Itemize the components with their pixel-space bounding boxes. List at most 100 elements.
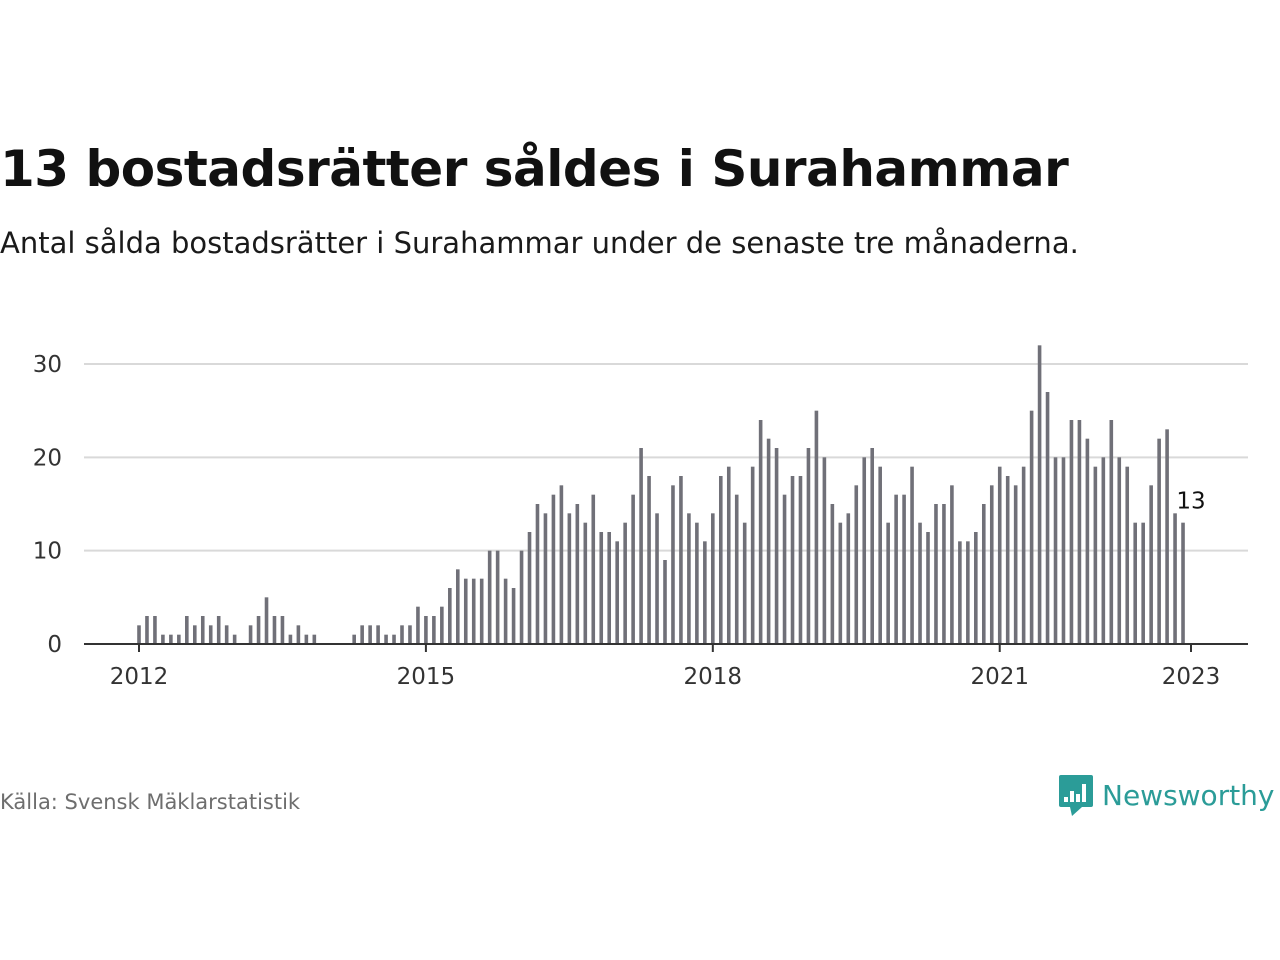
bar <box>216 616 221 644</box>
bar <box>966 541 970 644</box>
bar <box>424 616 428 644</box>
bar <box>1069 420 1074 644</box>
bar <box>806 448 811 644</box>
bar <box>288 634 293 644</box>
bar <box>958 541 962 644</box>
bar <box>463 578 468 644</box>
bar <box>1021 466 1026 644</box>
bar <box>703 541 707 644</box>
bar <box>623 522 627 644</box>
bar <box>192 625 197 644</box>
bar <box>878 466 882 644</box>
bar <box>535 504 540 644</box>
bar <box>479 578 484 644</box>
brand-logo[interactable]: Newsworthy <box>1058 772 1275 818</box>
bar <box>1005 476 1010 644</box>
bar <box>1141 522 1145 644</box>
bar <box>631 494 635 644</box>
bar <box>376 625 380 644</box>
bar <box>639 448 643 644</box>
bar <box>830 504 835 644</box>
bar <box>910 466 914 644</box>
bar <box>185 616 189 644</box>
bar <box>177 634 181 644</box>
bar <box>615 541 619 644</box>
bar <box>137 625 141 644</box>
y-tick-label: 20 <box>33 445 62 471</box>
bar <box>782 494 787 644</box>
bar <box>416 606 420 644</box>
bar <box>352 634 356 644</box>
bar <box>527 532 532 644</box>
bar <box>575 504 580 644</box>
bar <box>583 522 588 644</box>
bar <box>392 634 396 644</box>
bar <box>894 494 898 644</box>
bar <box>471 578 476 644</box>
bar <box>663 560 667 644</box>
bar <box>264 597 269 644</box>
bar <box>934 504 938 644</box>
bar <box>440 606 444 644</box>
bar <box>742 522 747 644</box>
bar <box>503 578 508 644</box>
bar <box>695 522 699 644</box>
bar <box>1109 420 1114 644</box>
bar <box>918 522 922 644</box>
bar <box>1085 438 1090 644</box>
bar <box>846 513 851 644</box>
bar <box>169 634 173 644</box>
bar <box>766 438 771 644</box>
bar <box>487 550 492 644</box>
bar <box>591 494 596 644</box>
bar <box>1053 457 1058 644</box>
bar <box>647 476 651 644</box>
bar <box>1173 513 1177 644</box>
bar <box>511 588 516 644</box>
bar <box>942 504 946 644</box>
bar <box>950 485 954 644</box>
bar <box>360 625 364 644</box>
bar <box>208 625 213 644</box>
highlight-value-label: 13 <box>1176 489 1205 515</box>
bar <box>1101 457 1106 644</box>
bar <box>384 634 388 644</box>
bar <box>256 616 261 644</box>
bar <box>750 466 755 644</box>
x-tick-label: 2023 <box>1162 664 1221 690</box>
source-note: Källa: Svensk Mäklarstatistik <box>0 790 301 814</box>
bar <box>886 522 890 644</box>
brand-name: Newsworthy <box>1102 778 1275 812</box>
bar <box>854 485 859 644</box>
bar <box>1165 429 1169 644</box>
x-axis: 0 10 20 30 2012 2015 2018 2021 2023 <box>33 352 1248 690</box>
bar <box>1181 522 1185 644</box>
bar <box>726 466 731 644</box>
chart-subtitle: Antal sålda bostadsrätter i Surahammar u… <box>0 226 1079 260</box>
bar <box>926 532 930 644</box>
bar <box>408 625 412 644</box>
x-tick-label: 2012 <box>110 664 169 690</box>
bar <box>495 550 500 644</box>
bar <box>567 513 572 644</box>
bar <box>1013 485 1018 644</box>
bar <box>679 476 683 644</box>
bar <box>862 457 867 644</box>
bar <box>1061 457 1066 644</box>
bar <box>798 476 803 644</box>
bar <box>224 625 229 644</box>
bar <box>758 420 763 644</box>
bar <box>153 616 157 644</box>
bar <box>432 616 436 644</box>
y-tick-label: 10 <box>33 539 62 565</box>
bar <box>989 485 994 644</box>
bar <box>1093 466 1098 644</box>
bar <box>519 550 524 644</box>
bar <box>774 448 779 644</box>
bar <box>1037 345 1042 644</box>
bar <box>607 532 612 644</box>
bar <box>655 513 659 644</box>
bar <box>559 485 564 644</box>
bar <box>161 634 165 644</box>
bar <box>981 504 986 644</box>
